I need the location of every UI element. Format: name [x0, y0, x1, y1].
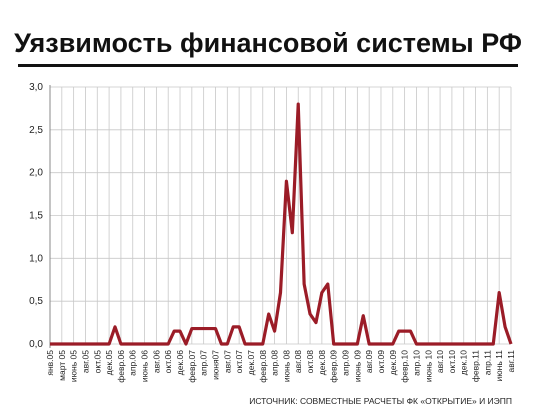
- x-tick-label: апр.06: [128, 350, 138, 376]
- x-tick-label: июнь 09: [352, 350, 362, 382]
- x-tick-label: июня07: [210, 350, 220, 380]
- x-tick-label: авг.11: [506, 350, 516, 373]
- x-tick-label: июнь 08: [281, 350, 291, 382]
- x-tick-label: февр.06: [116, 350, 126, 383]
- y-tick-label: 2,5: [29, 125, 43, 136]
- y-tick-label: 1,5: [29, 211, 43, 222]
- x-tick-label: янв.05: [45, 350, 55, 376]
- x-tick-label: февр.07: [187, 350, 197, 383]
- x-tick-label: апр.11: [482, 350, 492, 376]
- series-line: [50, 102, 513, 346]
- x-tick-label: дек.06: [175, 350, 185, 375]
- x-tick-label: авг.07: [222, 350, 232, 373]
- x-tick-label: окт.07: [234, 350, 244, 374]
- x-tick-label: дек.05: [104, 350, 114, 375]
- x-tick-label: авг.10: [435, 350, 445, 373]
- title-rule: [18, 64, 518, 67]
- x-tick-label: февр.10: [400, 350, 410, 383]
- x-tick-label: февр.09: [329, 350, 339, 383]
- y-tick-label: 2,0: [29, 168, 43, 179]
- x-tick-label: июнь 05: [69, 350, 79, 382]
- x-tick-label: дек.09: [388, 350, 398, 375]
- x-tick-label: апр.07: [199, 350, 209, 376]
- x-tick-label: окт.09: [376, 350, 386, 374]
- x-tick-label: апр.08: [270, 350, 280, 376]
- x-tick-label: окт.05: [92, 350, 102, 374]
- x-tick-label: апр.09: [341, 350, 351, 376]
- y-tick-label: 3,0: [29, 82, 43, 93]
- x-tick-label: авг.09: [364, 350, 374, 373]
- y-tick-label: 0,0: [29, 339, 43, 350]
- y-tick-label: 1,0: [29, 253, 43, 264]
- x-tick-label: авг.05: [80, 350, 90, 373]
- x-tick-label: февр.11: [471, 350, 481, 382]
- x-tick-label: дек.10: [459, 350, 469, 375]
- x-tick-label: авг.06: [151, 350, 161, 373]
- x-tick-label: март 05: [57, 350, 67, 381]
- x-tick-label: авг.08: [293, 350, 303, 373]
- x-tick-label: февр.08: [258, 350, 268, 383]
- x-tick-label: дек.08: [317, 350, 327, 375]
- y-tick-label: 0,5: [29, 296, 43, 307]
- source-note: ИСТОЧНИК: СОВМЕСТНЫЕ РАСЧЕТЫ ФК «ОТКРЫТИ…: [249, 396, 512, 406]
- x-tick-label: июнь 10: [423, 350, 433, 382]
- x-tick-label: окт.06: [163, 350, 173, 374]
- chart-title: Уязвимость финансовой системы РФ: [14, 28, 522, 58]
- x-tick-label: июнь 11: [494, 350, 504, 382]
- x-tick-label: дек.07: [246, 350, 256, 375]
- x-tick-label: окт.08: [305, 350, 315, 374]
- x-tick-label: июнь 06: [140, 350, 150, 382]
- x-tick-label: окт.10: [447, 350, 457, 374]
- x-tick-label: апр.10: [411, 350, 421, 376]
